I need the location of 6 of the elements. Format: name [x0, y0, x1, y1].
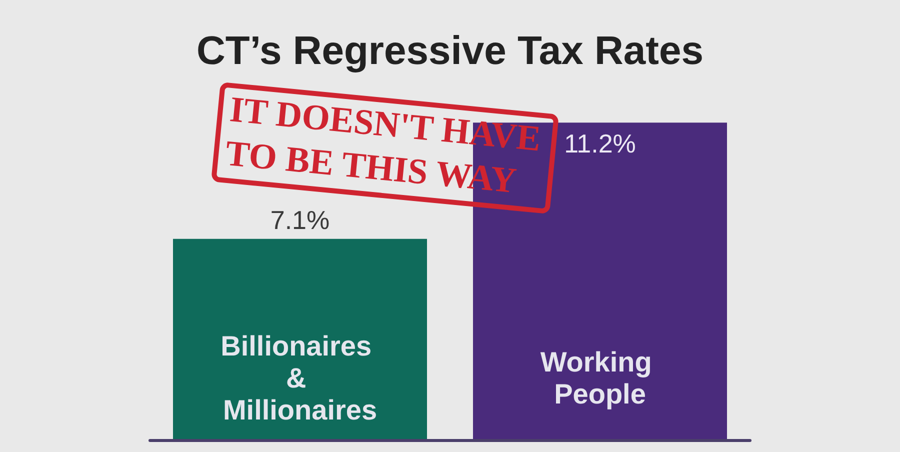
chart-title: CT’s Regressive Tax Rates [196, 29, 704, 73]
data-label: 11.2% [564, 128, 636, 159]
x-tick-label: Billionaires & Millionaires [220, 330, 380, 426]
x-tick-label: Working People [540, 346, 660, 410]
data-label: 7.1% [270, 204, 330, 235]
annotation: IT DOESN'T HAVE TO BE THIS WAY [224, 89, 543, 201]
